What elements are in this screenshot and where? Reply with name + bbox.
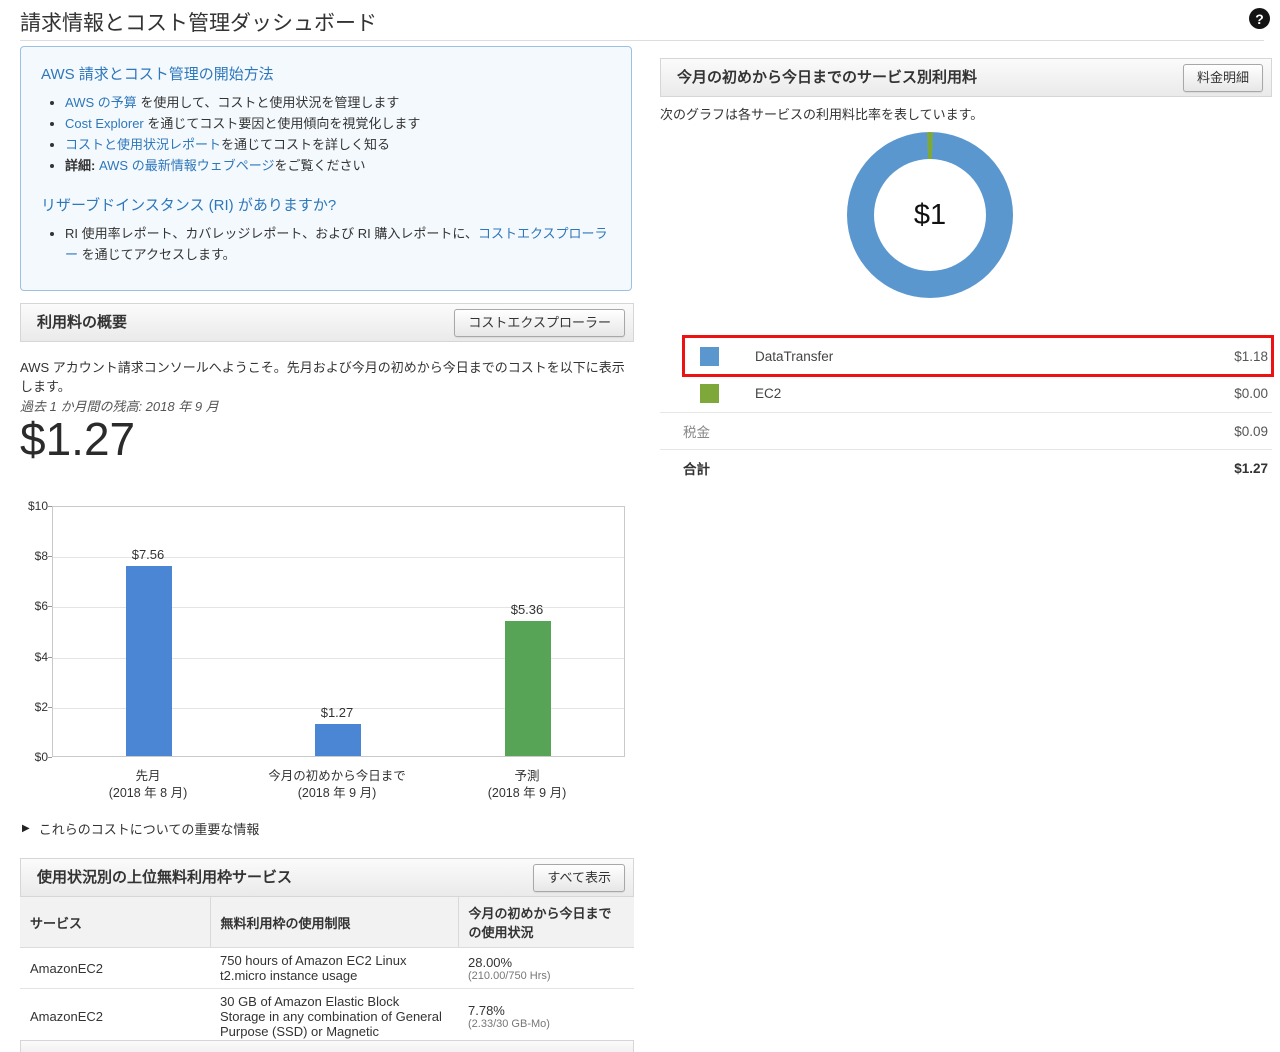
free-tier-header: 使用状況別の上位無料利用枠サービス すべて表示 xyxy=(20,858,634,897)
cost-bar-chart: $0 $2 $4 $6 $8 $10 先月(2018 年 8 月)今月の初めから今日まで(… xyxy=(20,498,634,810)
y-tick-label: $8 xyxy=(20,549,48,563)
free-tier-table: サービス無料利用枠の使用制限今月の初めから今日までの使用状況 AmazonEC2… xyxy=(20,897,634,1045)
getting-started-list: AWS の予算 を使用して、コストと使用状況を管理しますCost Explore… xyxy=(65,92,611,176)
column-header: サービス xyxy=(20,897,210,948)
important-cost-info-label: これらのコストについての重要な情報 xyxy=(39,819,260,838)
page-title: 請求情報とコスト管理ダッシュボード xyxy=(20,7,377,37)
getting-started-box: AWS 請求とコスト管理の開始方法 AWS の予算 を使用して、コストと使用状況… xyxy=(20,46,632,291)
free-tier-header-row: サービス無料利用枠の使用制限今月の初めから今日までの使用状況 xyxy=(20,897,634,948)
y-tick-label: $0 xyxy=(20,750,48,764)
list-item: RI 使用率レポート、カバレッジレポート、および RI 購入レポートに、コストエ… xyxy=(65,223,611,265)
column-header: 今月の初めから今日までの使用状況 xyxy=(458,897,634,948)
y-tick-mark xyxy=(48,657,52,658)
usage-percent: 7.78% xyxy=(468,1003,624,1018)
amount-value: $0.00 xyxy=(1234,386,1272,401)
summary-row-total: 合計 $1.27 xyxy=(660,449,1272,486)
table-row: AmazonEC2750 hours of Amazon EC2 Linux t… xyxy=(20,948,634,989)
limit-cell: 30 GB of Amazon Elastic Block Storage in… xyxy=(210,989,458,1045)
usage-detail: (2.33/30 GB-Mo) xyxy=(468,1018,624,1030)
free-tier-title: 使用状況別の上位無料利用枠サービス xyxy=(37,859,292,896)
bullet-text: を使用して、コストと使用状況を管理します xyxy=(137,95,400,110)
show-all-button[interactable]: すべて表示 xyxy=(533,864,625,892)
legend-label: DataTransfer xyxy=(755,349,833,364)
y-tick-mark xyxy=(48,757,52,758)
bar xyxy=(505,621,551,756)
amount-value: $0.09 xyxy=(1234,424,1272,439)
x-category-label: 先月(2018 年 8 月) xyxy=(38,768,258,802)
help-icon[interactable]: ? xyxy=(1249,8,1270,29)
bar xyxy=(315,724,361,756)
usage-detail: (210.00/750 Hrs) xyxy=(468,970,624,982)
inline-link[interactable]: コストと使用状況レポート xyxy=(65,137,221,152)
inline-link[interactable]: AWS の最新情報ウェブページ xyxy=(99,158,274,173)
disclosure-triangle-icon: ▶ xyxy=(22,823,30,834)
service-cell: AmazonEC2 xyxy=(20,989,210,1045)
summary-label: 税金 xyxy=(683,421,710,441)
getting-started-heading-link[interactable]: AWS 請求とコスト管理の開始方法 xyxy=(41,66,274,83)
list-item: 詳細: AWS の最新情報ウェブページをご覧ください xyxy=(65,155,611,176)
bar-value-label: $7.56 xyxy=(103,547,193,562)
cost-explorer-button[interactable]: コストエクスプローラー xyxy=(454,309,625,337)
legend-row-ec2: EC2 $0.00 xyxy=(660,375,1272,412)
legend-label: EC2 xyxy=(755,386,781,401)
billing-dashboard-page: 請求情報とコスト管理ダッシュボード ? AWS 請求とコスト管理の開始方法 AW… xyxy=(0,0,1280,1052)
y-tick-label: $2 xyxy=(20,700,48,714)
bill-details-button[interactable]: 料金明細 xyxy=(1183,64,1263,92)
bullet-text: を通じてアクセスします。 xyxy=(78,247,236,262)
y-tick-label: $10 xyxy=(20,499,48,513)
bar-value-label: $5.36 xyxy=(482,602,572,617)
y-tick-mark xyxy=(48,556,52,557)
y-tick-label: $6 xyxy=(20,599,48,613)
usage-percent: 28.00% xyxy=(468,955,624,970)
column-header: 無料利用枠の使用制限 xyxy=(210,897,458,948)
usage-summary-title: 利用料の概要 xyxy=(37,304,127,341)
bar-value-label: $1.27 xyxy=(292,705,382,720)
bullet-text: をご覧ください xyxy=(274,158,365,173)
y-tick-mark xyxy=(48,707,52,708)
list-item: コストと使用状況レポートを通じてコストを詳しく知る xyxy=(65,134,611,155)
next-panel-cutoff xyxy=(20,1040,634,1052)
important-cost-info-toggle[interactable]: ▶ これらのコストについての重要な情報 xyxy=(22,819,259,838)
bullet-text: を通じてコスト要因と使用傾向を視覚化します xyxy=(144,116,421,131)
amount-value: $1.18 xyxy=(1234,349,1272,364)
list-item: Cost Explorer を通じてコスト要因と使用傾向を視覚化します xyxy=(65,113,611,134)
usage-summary-header: 利用料の概要 コストエクスプローラー xyxy=(20,303,634,342)
service-charges-legend: DataTransfer $1.18 EC2 $0.00 税金 $0.09 合計 $1.27 xyxy=(660,338,1272,486)
y-tick-mark xyxy=(48,606,52,607)
list-item: AWS の予算 を使用して、コストと使用状況を管理します xyxy=(65,92,611,113)
summary-row-plain: 税金 $0.09 xyxy=(660,412,1272,449)
service-charges-subtitle: 次のグラフは各サービスの利用料比率を表しています。 xyxy=(660,104,983,123)
month-to-date-amount: $1.27 xyxy=(20,412,135,466)
legend-swatch xyxy=(700,347,719,366)
service-charges-title: 今月の初めから今日までのサービス別利用料 xyxy=(677,59,977,96)
bullet-text: 詳細: xyxy=(65,158,95,173)
legend-swatch xyxy=(700,384,719,403)
legend-row-datatransfer: DataTransfer $1.18 xyxy=(660,338,1272,375)
usage-cell: 7.78%(2.33/30 GB-Mo) xyxy=(458,989,634,1045)
limit-cell: 750 hours of Amazon EC2 Linux t2.micro i… xyxy=(210,948,458,989)
amount-value: $1.27 xyxy=(1234,461,1272,476)
title-divider xyxy=(20,40,1264,41)
x-category-label: 今月の初めから今日まで(2018 年 9 月) xyxy=(227,768,447,802)
table-row: AmazonEC230 GB of Amazon Elastic Block S… xyxy=(20,989,634,1045)
bar xyxy=(126,566,172,756)
y-tick-mark xyxy=(48,506,52,507)
x-category-label: 予測(2018 年 9 月) xyxy=(417,768,637,802)
inline-link[interactable]: Cost Explorer xyxy=(65,116,144,131)
welcome-text: AWS アカウント請求コンソールへようこそ。先月および今月の初めから今日までのコ… xyxy=(20,357,634,395)
service-cell: AmazonEC2 xyxy=(20,948,210,989)
service-charges-header: 今月の初めから今日までのサービス別利用料 料金明細 xyxy=(660,58,1272,97)
usage-cell: 28.00%(210.00/750 Hrs) xyxy=(458,948,634,989)
reserved-instances-heading-link[interactable]: リザーブドインスタンス (RI) がありますか? xyxy=(41,197,336,214)
service-charges-donut-chart: $1 xyxy=(847,132,1013,298)
summary-label: 合計 xyxy=(683,458,710,478)
y-tick-label: $4 xyxy=(20,650,48,664)
donut-center-label: $1 xyxy=(874,159,986,271)
inline-link[interactable]: AWS の予算 xyxy=(65,95,137,110)
bullet-text: を通じてコストを詳しく知る xyxy=(221,137,390,152)
reserved-instances-list: RI 使用率レポート、カバレッジレポート、および RI 購入レポートに、コストエ… xyxy=(65,223,611,265)
bullet-text: RI 使用率レポート、カバレッジレポート、および RI 購入レポートに、 xyxy=(65,226,478,241)
